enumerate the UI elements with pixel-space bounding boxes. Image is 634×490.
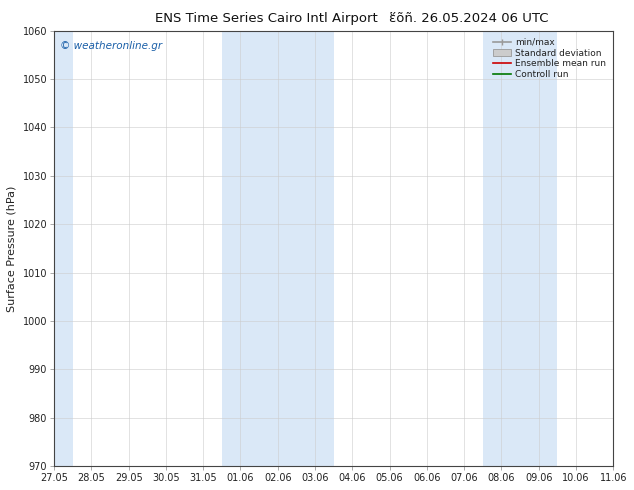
Bar [483, 30, 557, 466]
Y-axis label: Surface Pressure (hPa): Surface Pressure (hPa) [7, 185, 17, 312]
Legend: min/max, Standard deviation, Ensemble mean run, Controll run: min/max, Standard deviation, Ensemble me… [491, 35, 609, 82]
Text: ἕõñ. 26.05.2024 06 UTC: ἕõñ. 26.05.2024 06 UTC [389, 12, 549, 25]
Bar [36, 30, 73, 466]
Text: © weatheronline.gr: © weatheronline.gr [60, 42, 162, 51]
Text: ENS Time Series Cairo Intl Airport: ENS Time Series Cairo Intl Airport [155, 12, 378, 25]
Bar [222, 30, 333, 466]
